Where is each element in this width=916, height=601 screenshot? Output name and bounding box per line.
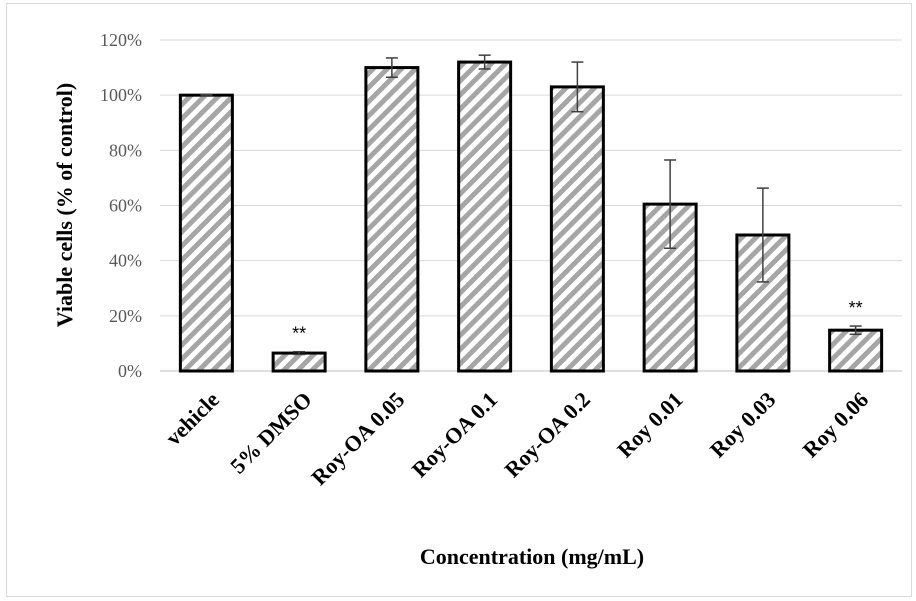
error-bar [385,57,398,78]
x-tick-label: Roy 0.06 [798,387,874,463]
bar [828,328,884,373]
x-tick-label: Roy-OA 0.05 [306,387,409,490]
bar [549,85,605,373]
y-tick-label: 40% [109,251,142,271]
bar [457,60,513,373]
error-bars [200,54,862,356]
x-tick-label: Roy 0.01 [612,387,688,463]
error-bar [756,187,769,283]
annotations: ** ** [292,298,863,344]
x-tick-label: 5% DMSO [225,387,317,479]
bar [364,66,420,373]
bar [178,93,234,373]
error-bar [571,61,584,113]
error-bar [664,159,677,250]
error-bar [849,325,862,336]
x-tick-label: Roy-OA 0.2 [499,387,594,482]
y-axis-title: Viable cells (% of control) [52,83,77,327]
error-bar [293,350,306,356]
x-tick-label: Roy-OA 0.1 [407,387,502,482]
x-axis-title: Concentration (mg/mL) [420,544,644,569]
significance-label: ** [292,324,306,344]
y-tick-label: 0% [118,361,142,381]
significance-label: ** [849,298,863,318]
y-tick-label: 120% [100,30,142,50]
x-tick-label: vehicle [160,387,224,451]
bars [178,60,884,373]
y-tick-label: 20% [109,306,142,326]
y-tick-label: 80% [109,140,142,160]
error-bar [200,93,213,97]
gridlines [160,39,902,372]
y-tick-label: 100% [100,85,142,105]
x-tick-label: Roy 0.03 [705,387,781,463]
bar [271,351,327,373]
y-tick-labels: 0% 20% 40% 60% 80% 100% 120% [100,30,142,381]
error-bar [478,54,491,70]
y-tick-label: 60% [109,196,142,216]
